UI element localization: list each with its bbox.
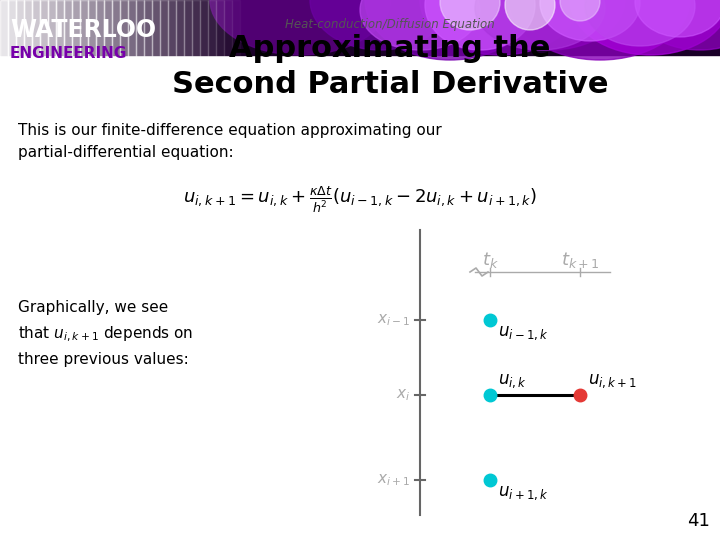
Bar [24,0,32,115]
Text: This is our finite-difference equation approximating our: This is our finite-difference equation a… [18,123,442,138]
Bar [200,0,208,115]
Text: three previous values:: three previous values: [18,352,189,367]
Bar [168,0,176,115]
Bar [232,0,240,115]
Bar [208,0,216,115]
Ellipse shape [570,0,720,55]
Ellipse shape [310,0,450,50]
Bar [96,0,104,115]
Bar [80,0,88,115]
Ellipse shape [630,0,720,50]
Text: $u_{i+1,k}$: $u_{i+1,k}$ [498,484,549,502]
Bar [112,0,120,115]
Text: $x_i$: $x_i$ [396,387,410,403]
Bar [0,0,720,55]
Ellipse shape [475,0,605,50]
Ellipse shape [210,0,390,55]
Bar [144,0,152,115]
Bar [216,0,224,115]
Bar [56,0,64,115]
Text: Graphically, we see: Graphically, we see [18,300,168,315]
Text: partial-differential equation:: partial-differential equation: [18,145,233,160]
Bar [8,0,16,115]
Bar [48,0,56,115]
Text: $u_{i,k+1}$: $u_{i,k+1}$ [588,372,637,390]
Text: Second Partial Derivative: Second Partial Derivative [172,70,608,99]
Bar [128,0,136,115]
Bar [136,0,144,115]
Bar [160,0,168,115]
Ellipse shape [505,0,555,30]
Text: $u_{i,k+1} = u_{i,k} + \frac{\kappa \Delta t}{h^2}\left(u_{i-1,k} - 2u_{i,k} + u: $u_{i,k+1} = u_{i,k} + \frac{\kappa \Del… [183,185,537,215]
Bar [72,0,80,115]
Bar [192,0,200,115]
Text: $u_{i-1,k}$: $u_{i-1,k}$ [498,324,549,342]
Ellipse shape [420,0,580,55]
Ellipse shape [540,0,640,41]
Bar [32,0,40,115]
Bar [88,0,96,115]
Bar [40,0,48,115]
Text: that $u_{i,k+1}$ depends on: that $u_{i,k+1}$ depends on [18,325,193,345]
Ellipse shape [585,0,695,46]
Text: $x_{i+1}$: $x_{i+1}$ [377,472,410,488]
Bar [64,0,72,115]
Bar [120,0,128,115]
Text: Approximating the: Approximating the [229,34,551,63]
Ellipse shape [510,0,690,60]
Bar [16,0,24,115]
Bar [152,0,160,115]
Text: ENGINEERING: ENGINEERING [10,46,127,61]
Ellipse shape [425,0,535,50]
Bar [184,0,192,115]
Text: $t_{k+1}$: $t_{k+1}$ [561,250,599,270]
Bar [0,0,720,115]
Text: $x_{i-1}$: $x_{i-1}$ [377,312,410,328]
Ellipse shape [440,0,500,30]
Ellipse shape [365,0,535,60]
Text: WATERLOO: WATERLOO [10,18,156,42]
Bar [0,0,8,115]
Text: $t_k$: $t_k$ [482,250,498,270]
Text: 41: 41 [687,512,710,530]
Ellipse shape [635,0,720,37]
Bar [104,0,112,115]
Ellipse shape [475,0,625,50]
Text: Heat-conduction/Diffusion Equation: Heat-conduction/Diffusion Equation [285,18,495,31]
Bar [176,0,184,115]
Text: $u_{i,k}$: $u_{i,k}$ [498,372,527,390]
Bar [224,0,232,115]
Ellipse shape [360,0,480,50]
Ellipse shape [560,0,600,21]
